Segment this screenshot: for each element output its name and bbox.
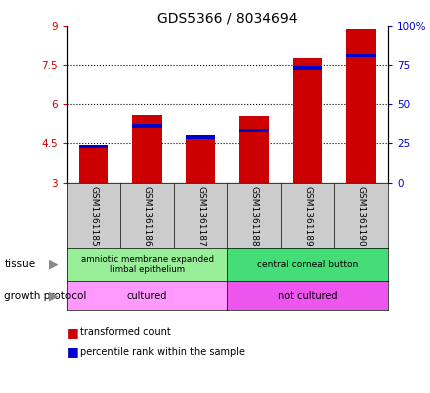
Text: ▶: ▶ [49,289,58,302]
Text: ■: ■ [67,345,78,358]
Text: GDS5366 / 8034694: GDS5366 / 8034694 [157,12,297,26]
Text: central corneal button: central corneal button [256,260,357,269]
Bar [185,136,215,183]
Bar [346,53,375,57]
Text: ■: ■ [67,325,78,339]
Bar [292,66,322,70]
Text: tissue: tissue [4,259,35,269]
Bar [239,129,268,132]
Text: ▶: ▶ [49,258,58,271]
Bar [132,124,161,128]
Bar [239,116,268,183]
Bar [79,145,108,148]
Bar [292,58,322,183]
Text: growth protocol: growth protocol [4,291,86,301]
Bar [185,135,215,139]
Text: GSM1361186: GSM1361186 [142,186,151,247]
Bar [132,115,161,183]
Text: GSM1361187: GSM1361187 [196,186,205,247]
Text: GSM1361189: GSM1361189 [302,186,311,247]
Text: transformed count: transformed count [80,327,170,337]
Bar [79,145,108,183]
Text: amniotic membrane expanded
limbal epithelium: amniotic membrane expanded limbal epithe… [80,255,213,274]
Text: cultured: cultured [126,291,167,301]
Text: GSM1361185: GSM1361185 [89,186,98,247]
Text: percentile rank within the sample: percentile rank within the sample [80,347,244,357]
Text: GSM1361188: GSM1361188 [249,186,258,247]
Bar [346,29,375,183]
Text: not cultured: not cultured [277,291,337,301]
Text: GSM1361190: GSM1361190 [356,186,365,247]
